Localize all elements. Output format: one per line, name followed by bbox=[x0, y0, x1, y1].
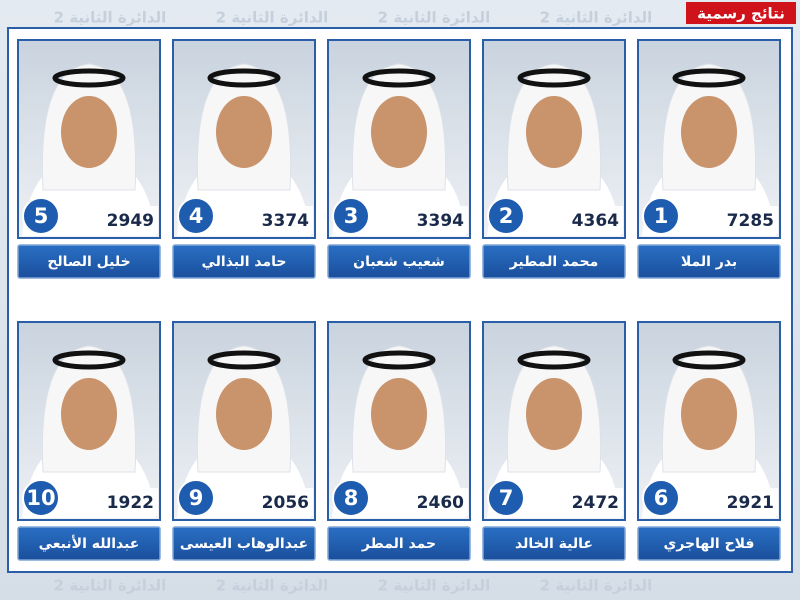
agal bbox=[672, 350, 746, 370]
votes-bg bbox=[241, 206, 313, 234]
name-bar bbox=[482, 244, 626, 279]
watermark: الدائرة الثانية 2 bbox=[216, 9, 329, 27]
agal bbox=[52, 350, 126, 370]
rank-circle bbox=[332, 479, 370, 517]
votes: 2472 bbox=[572, 493, 619, 513]
rank-circle bbox=[332, 197, 370, 235]
rank-circle bbox=[22, 197, 60, 235]
votes-bg bbox=[86, 488, 158, 516]
face bbox=[526, 378, 582, 450]
votes-bg bbox=[706, 206, 778, 234]
name: بدر الملا bbox=[681, 254, 737, 270]
face bbox=[681, 96, 737, 168]
rank: 6 bbox=[654, 486, 669, 510]
watermark: الدائرة الثانية 2 bbox=[378, 9, 491, 27]
face bbox=[371, 96, 427, 168]
votes: 4364 bbox=[572, 211, 619, 231]
votes-bg bbox=[551, 488, 623, 516]
watermark: الدائرة الثانية 2 bbox=[378, 577, 491, 595]
watermark: الدائرة الثانية 2 bbox=[540, 577, 653, 595]
name-bar bbox=[172, 526, 316, 561]
name-bar bbox=[637, 526, 781, 561]
name-bar bbox=[17, 526, 161, 561]
votes: 3374 bbox=[262, 211, 309, 231]
rank: 3 bbox=[344, 204, 359, 228]
name: عالية الخالد bbox=[515, 536, 593, 552]
votes-bg bbox=[396, 488, 468, 516]
name: حمد المطر bbox=[361, 536, 436, 552]
rank-circle bbox=[22, 479, 60, 517]
votes-bg bbox=[241, 488, 313, 516]
name-bar bbox=[172, 244, 316, 279]
name: حامد البذالي bbox=[201, 254, 286, 270]
name: عبدالله الأنبعي bbox=[39, 535, 140, 552]
face bbox=[526, 96, 582, 168]
votes: 3394 bbox=[417, 211, 464, 231]
name-bar bbox=[17, 244, 161, 279]
votes: 2949 bbox=[107, 211, 154, 231]
name-bar bbox=[637, 244, 781, 279]
rank: 1 bbox=[654, 204, 669, 228]
rank-circle bbox=[487, 197, 525, 235]
name-bar bbox=[482, 526, 626, 561]
name: خليل الصالح bbox=[47, 254, 130, 270]
votes: 2460 bbox=[417, 493, 464, 513]
watermark: الدائرة الثانية 2 bbox=[54, 577, 167, 595]
rank: 2 bbox=[499, 204, 514, 228]
rank: 10 bbox=[26, 486, 55, 510]
name-bar bbox=[327, 526, 471, 561]
watermark: الدائرة الثانية 2 bbox=[216, 577, 329, 595]
rank-circle bbox=[487, 479, 525, 517]
face bbox=[61, 96, 117, 168]
rank-circle bbox=[642, 197, 680, 235]
rank: 7 bbox=[499, 486, 514, 510]
agal bbox=[517, 68, 591, 88]
votes-bg bbox=[86, 206, 158, 234]
votes-bg bbox=[706, 488, 778, 516]
rank-circle bbox=[642, 479, 680, 517]
name: شعيب شعبان bbox=[353, 254, 445, 270]
face bbox=[216, 96, 272, 168]
votes: 2056 bbox=[262, 493, 309, 513]
face bbox=[681, 378, 737, 450]
votes-bg bbox=[551, 206, 623, 234]
face bbox=[371, 378, 427, 450]
votes-bg bbox=[396, 206, 468, 234]
agal bbox=[362, 350, 436, 370]
watermark: الدائرة الثانية 2 bbox=[540, 9, 653, 27]
name-bar bbox=[327, 244, 471, 279]
rank: 9 bbox=[189, 486, 204, 510]
name: محمد المطير bbox=[509, 254, 599, 270]
votes: 1922 bbox=[107, 493, 154, 513]
votes: 2921 bbox=[727, 493, 774, 513]
badge-bg bbox=[686, 2, 796, 24]
rank: 4 bbox=[189, 204, 204, 228]
watermark: الدائرة الثانية 2 bbox=[54, 9, 167, 27]
agal bbox=[207, 68, 281, 88]
rank-circle bbox=[177, 197, 215, 235]
agal bbox=[52, 68, 126, 88]
rank: 5 bbox=[34, 204, 49, 228]
agal bbox=[672, 68, 746, 88]
name: عبدالوهاب العيسى bbox=[180, 536, 308, 552]
votes: 7285 bbox=[727, 211, 774, 231]
rank: 8 bbox=[344, 486, 359, 510]
face bbox=[61, 378, 117, 450]
agal bbox=[207, 350, 281, 370]
rank-circle bbox=[177, 479, 215, 517]
face bbox=[216, 378, 272, 450]
agal bbox=[362, 68, 436, 88]
agal bbox=[517, 350, 591, 370]
name: فلاح الهاجري bbox=[664, 536, 755, 553]
badge: نتائج رسمية bbox=[697, 5, 785, 23]
